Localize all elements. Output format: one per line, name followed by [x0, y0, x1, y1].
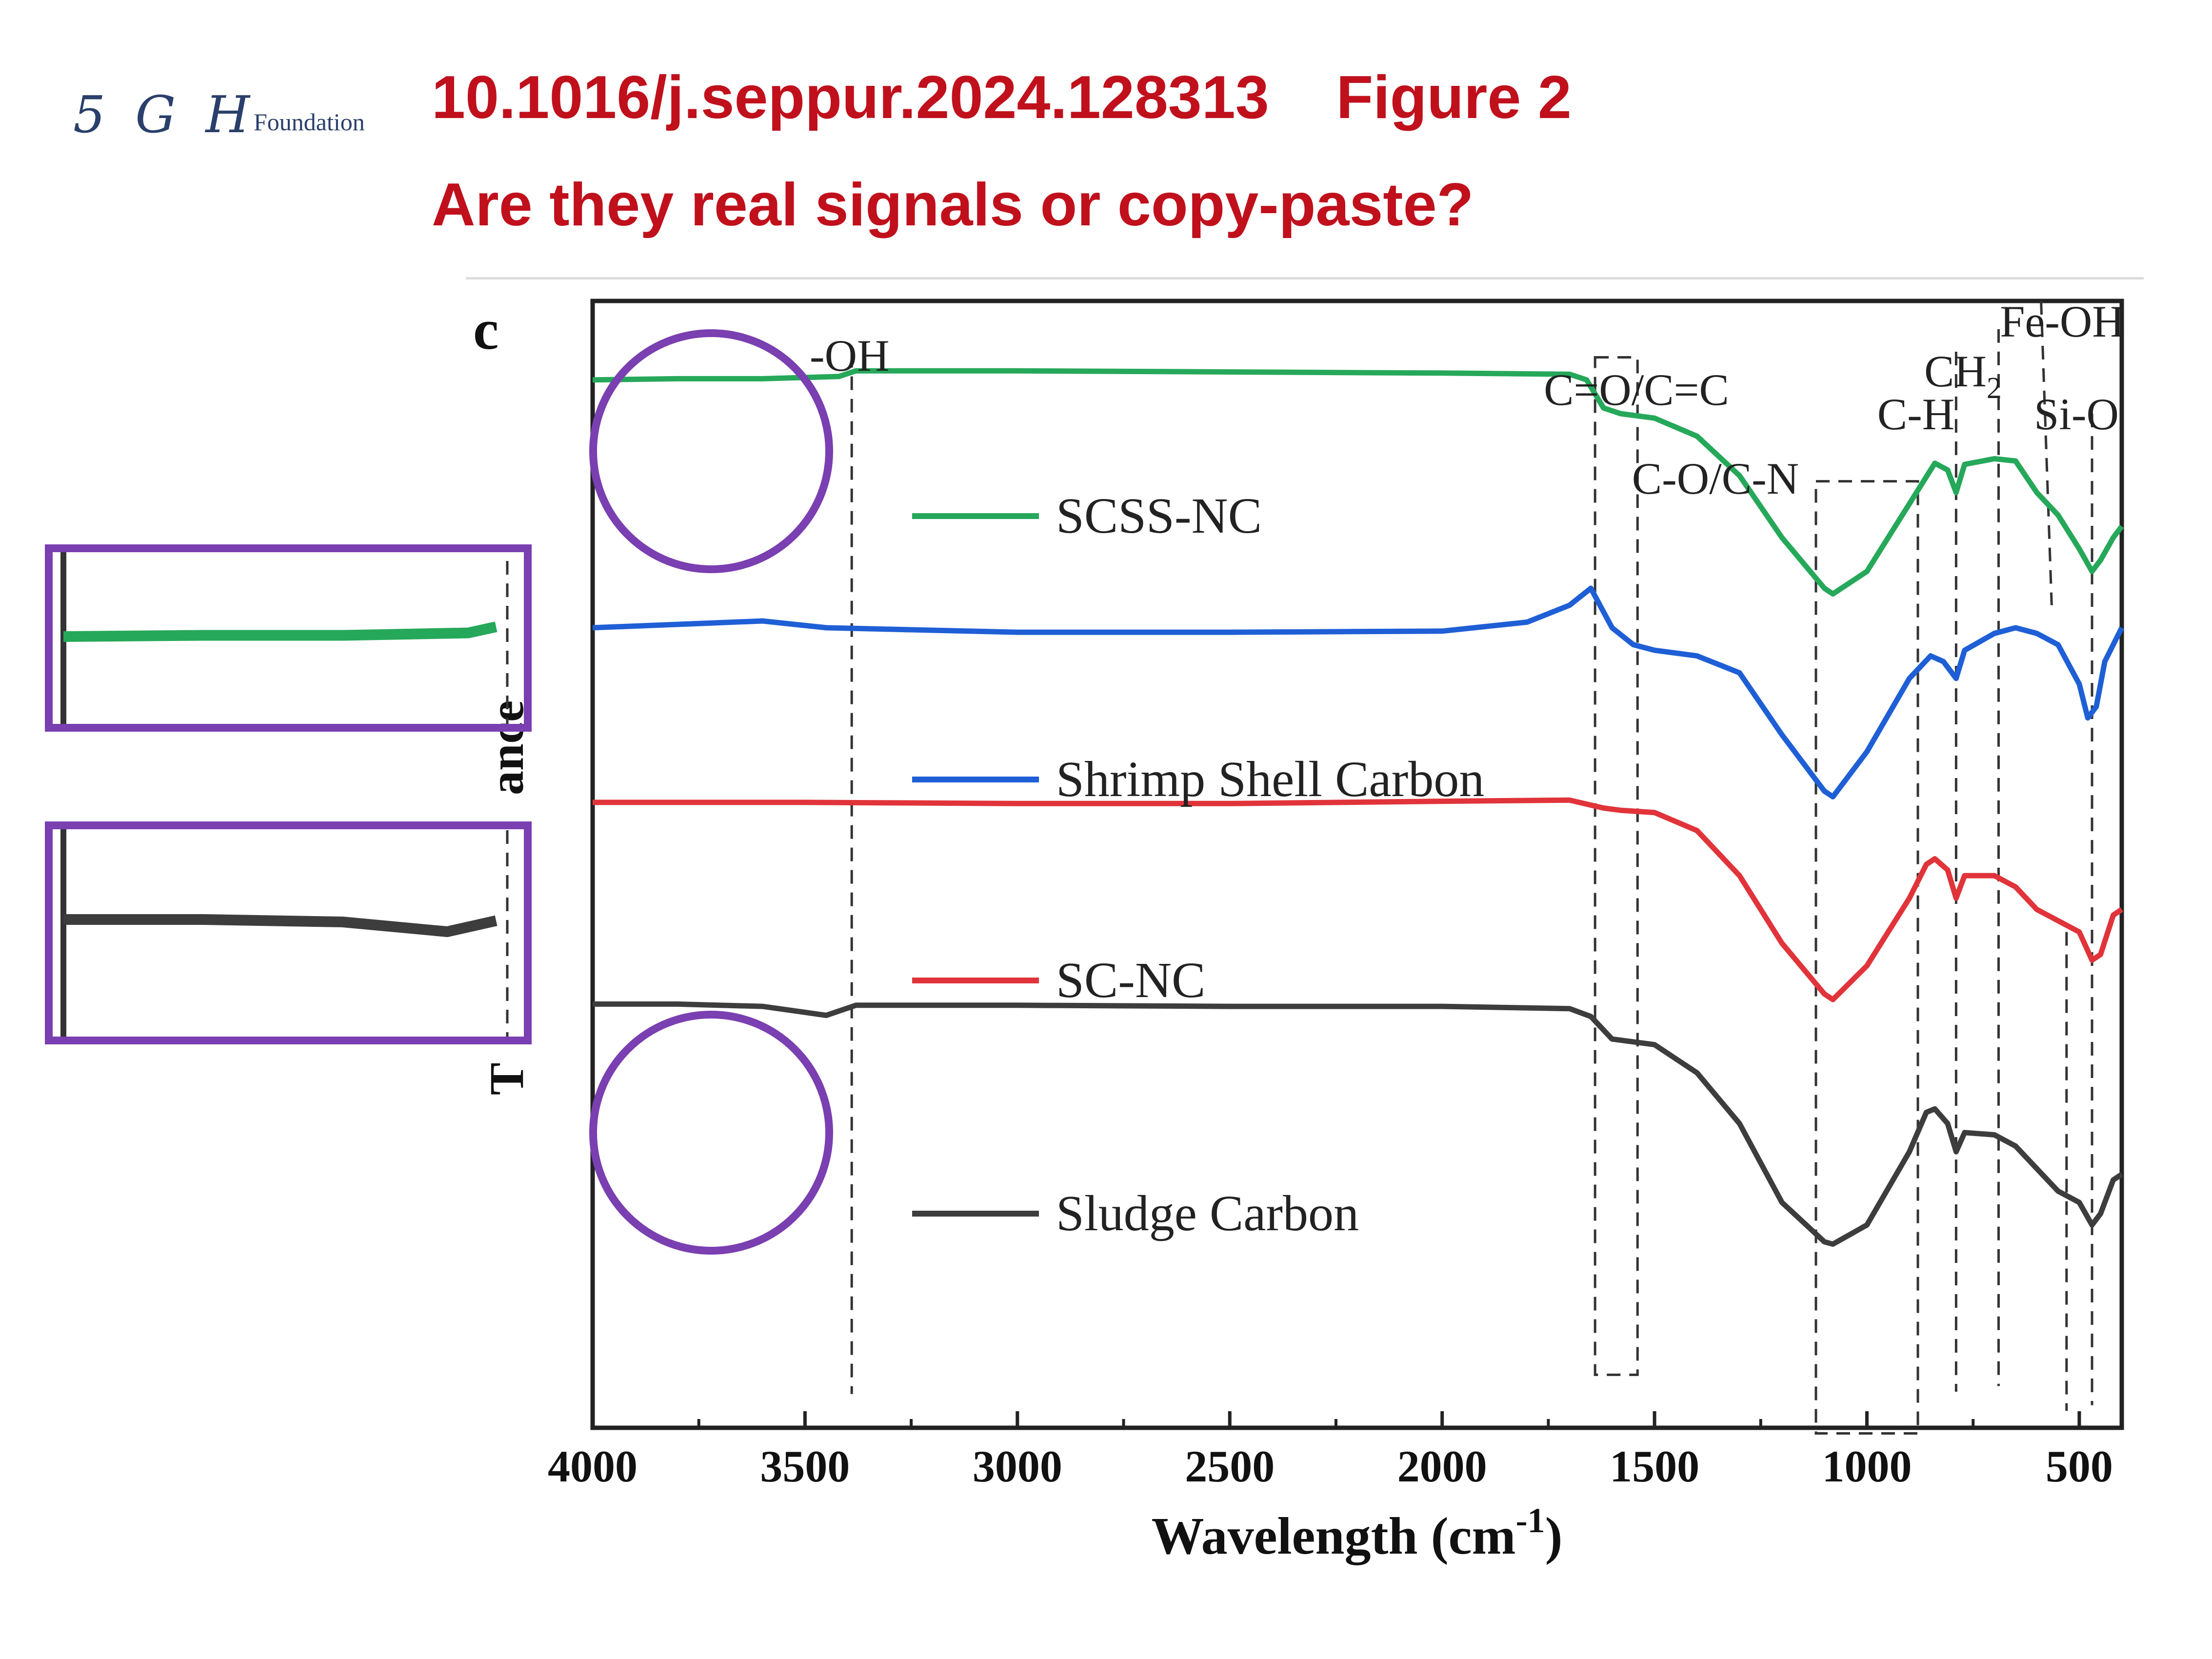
x-tick-label: 4000	[548, 1441, 638, 1491]
highlight-circle-top	[589, 329, 833, 573]
series-line-2	[593, 797, 2124, 1002]
co-cn-guide-box	[1814, 480, 1919, 1435]
peak-annotation: Fe-OH	[2000, 297, 2125, 346]
x-tick-label: 2000	[1397, 1441, 1487, 1491]
inset-trace	[63, 914, 498, 937]
legend-label: SCSS-NC	[1056, 488, 1262, 544]
series-group	[592, 368, 2124, 1247]
x-tick-label: 3000	[973, 1441, 1062, 1491]
x-tick-label: 2500	[1185, 1441, 1275, 1491]
legend-label: Shrimp Shell Carbon	[1056, 751, 1484, 807]
feoh-guide-line	[2040, 300, 2053, 605]
panel-label: c	[473, 298, 498, 361]
co-cc-guide-box	[1594, 356, 1639, 1376]
legend-label: SC-NC	[1056, 952, 1205, 1008]
inset-trace	[63, 621, 498, 642]
inset-bottom	[45, 821, 532, 1044]
inset-top	[45, 544, 532, 732]
x-tick-label: 500	[2046, 1441, 2113, 1491]
peak-annotation: C-O/C-N	[1632, 454, 1799, 503]
separator-line	[466, 277, 2144, 280]
peak-annotation: C-H	[1877, 389, 1954, 439]
series-line-1	[592, 585, 2124, 800]
legend-label: Sludge Carbon	[1056, 1185, 1359, 1241]
x-axis-label: Wavelength (cm-1)	[1152, 1501, 1563, 1565]
peak-annotation: C=O/C=C	[1544, 365, 1729, 415]
logo-subtext: Foundation	[254, 108, 365, 136]
peak-annotation: -OH	[810, 331, 890, 380]
question-title: Are they real signals or copy-paste?	[432, 171, 1474, 239]
foundation-logo: 5 G H Foundation	[73, 88, 385, 141]
highlight-circle-bottom	[589, 1011, 833, 1255]
doi-title: 10.1016/j.seppur.2024.128313 Figure 2	[432, 64, 1572, 131]
x-tick-label: 3500	[760, 1441, 850, 1491]
plot-frame	[590, 299, 2124, 1430]
x-axis-ticks: 4000 3500 3000 2500 2000 1500 1000 500	[548, 1411, 2113, 1491]
x-tick-label: 1500	[1610, 1441, 1699, 1491]
peak-annotation: Si-O	[2034, 389, 2119, 439]
guide-lines	[850, 300, 2093, 1435]
y-axis-label-visible: T	[479, 1062, 534, 1095]
logo-monogram: 5 G H	[73, 85, 257, 144]
series-line-0	[592, 368, 2124, 597]
x-tick-label: 1000	[1822, 1441, 1912, 1491]
legend-group: SCSS-NC Shrimp Shell Carbon SC-NC Sludge Ca…	[912, 488, 1484, 1241]
series-line-3	[593, 1001, 2124, 1247]
